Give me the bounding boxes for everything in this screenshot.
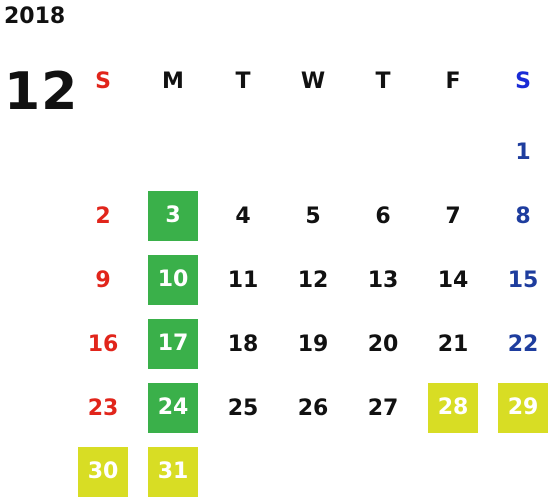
- calendar-day[interactable]: 26: [278, 376, 348, 440]
- calendar-day[interactable]: 23: [68, 376, 138, 440]
- calendar-day[interactable]: 2: [68, 184, 138, 248]
- calendar-day[interactable]: 14: [418, 248, 488, 312]
- calendar-year: 2018: [4, 4, 66, 29]
- calendar-day[interactable]: 7: [418, 184, 488, 248]
- calendar-day-number: 25: [227, 395, 259, 421]
- calendar-day-number: 29: [498, 383, 548, 433]
- calendar-day-number: 7: [445, 203, 461, 229]
- calendar-day-number: 11: [227, 267, 259, 293]
- calendar-day[interactable]: 22: [488, 312, 548, 376]
- calendar-day-number: 8: [515, 203, 531, 229]
- calendar-day[interactable]: 4: [208, 184, 278, 248]
- calendar-day[interactable]: 18: [208, 312, 278, 376]
- calendar-day[interactable]: 1: [488, 120, 548, 184]
- calendar-day[interactable]: 3: [138, 184, 208, 248]
- weekday-saturday: S: [515, 69, 531, 94]
- calendar-day-number: 6: [375, 203, 391, 229]
- calendar-day-number: 24: [148, 383, 198, 433]
- calendar-day-number: 18: [227, 331, 259, 357]
- calendar-day[interactable]: 31: [138, 440, 208, 504]
- calendar-day-number: 14: [437, 267, 469, 293]
- calendar-day[interactable]: 28: [418, 376, 488, 440]
- calendar-month: 12: [4, 62, 79, 122]
- calendar-day-number: 13: [367, 267, 399, 293]
- calendar-day-number: 28: [428, 383, 478, 433]
- weekday-monday: M: [162, 69, 184, 94]
- calendar-day[interactable]: 17: [138, 312, 208, 376]
- calendar-day-number: 30: [78, 447, 128, 497]
- calendar-day-number: 21: [437, 331, 469, 357]
- calendar-day-number: 3: [148, 191, 198, 241]
- calendar-day-number: 16: [87, 331, 119, 357]
- calendar-day-number: 4: [235, 203, 251, 229]
- calendar-day[interactable]: 9: [68, 248, 138, 312]
- weekday-tuesday: T: [235, 69, 251, 94]
- calendar-day-number: 27: [367, 395, 399, 421]
- calendar-day-number: 22: [507, 331, 539, 357]
- weekday-sunday: S: [95, 69, 111, 94]
- calendar-day-number: 2: [95, 203, 111, 229]
- calendar-day-number: 19: [297, 331, 329, 357]
- calendar-day-number: 20: [367, 331, 399, 357]
- calendar-day[interactable]: 15: [488, 248, 548, 312]
- calendar-day[interactable]: 11: [208, 248, 278, 312]
- calendar-day-number: 26: [297, 395, 329, 421]
- calendar-day[interactable]: 25: [208, 376, 278, 440]
- calendar-day[interactable]: 24: [138, 376, 208, 440]
- calendar-day[interactable]: 20: [348, 312, 418, 376]
- calendar-day-number: 12: [297, 267, 329, 293]
- calendar-day[interactable]: 27: [348, 376, 418, 440]
- calendar-day[interactable]: 19: [278, 312, 348, 376]
- calendar-grid: 1 2 3 4 5 6 7 8 9 10 11 12 13 14 15 16 17 18 19 20 21 22 23 24 2…: [68, 120, 548, 503]
- calendar-day[interactable]: 8: [488, 184, 548, 248]
- calendar-day[interactable]: 21: [418, 312, 488, 376]
- weekday-wednesday: W: [300, 69, 326, 94]
- calendar-day-number: 31: [148, 447, 198, 497]
- calendar-day[interactable]: 29: [488, 376, 548, 440]
- weekday-friday: F: [445, 69, 461, 94]
- calendar-day-number: 17: [148, 319, 198, 369]
- calendar-day[interactable]: 13: [348, 248, 418, 312]
- calendar-day-number: 23: [87, 395, 119, 421]
- calendar-day[interactable]: 6: [348, 184, 418, 248]
- weekday-header: S M T W T F S: [68, 64, 548, 100]
- calendar-day[interactable]: 30: [68, 440, 138, 504]
- calendar-day[interactable]: 12: [278, 248, 348, 312]
- calendar-day-number: 15: [507, 267, 539, 293]
- calendar-day[interactable]: 5: [278, 184, 348, 248]
- calendar-day-number: 9: [95, 267, 111, 293]
- calendar-day-number: 1: [515, 139, 531, 165]
- weekday-thursday: T: [375, 69, 391, 94]
- calendar-day-number: 10: [148, 255, 198, 305]
- calendar-day[interactable]: 16: [68, 312, 138, 376]
- calendar-day[interactable]: 10: [138, 248, 208, 312]
- calendar-day-number: 5: [305, 203, 321, 229]
